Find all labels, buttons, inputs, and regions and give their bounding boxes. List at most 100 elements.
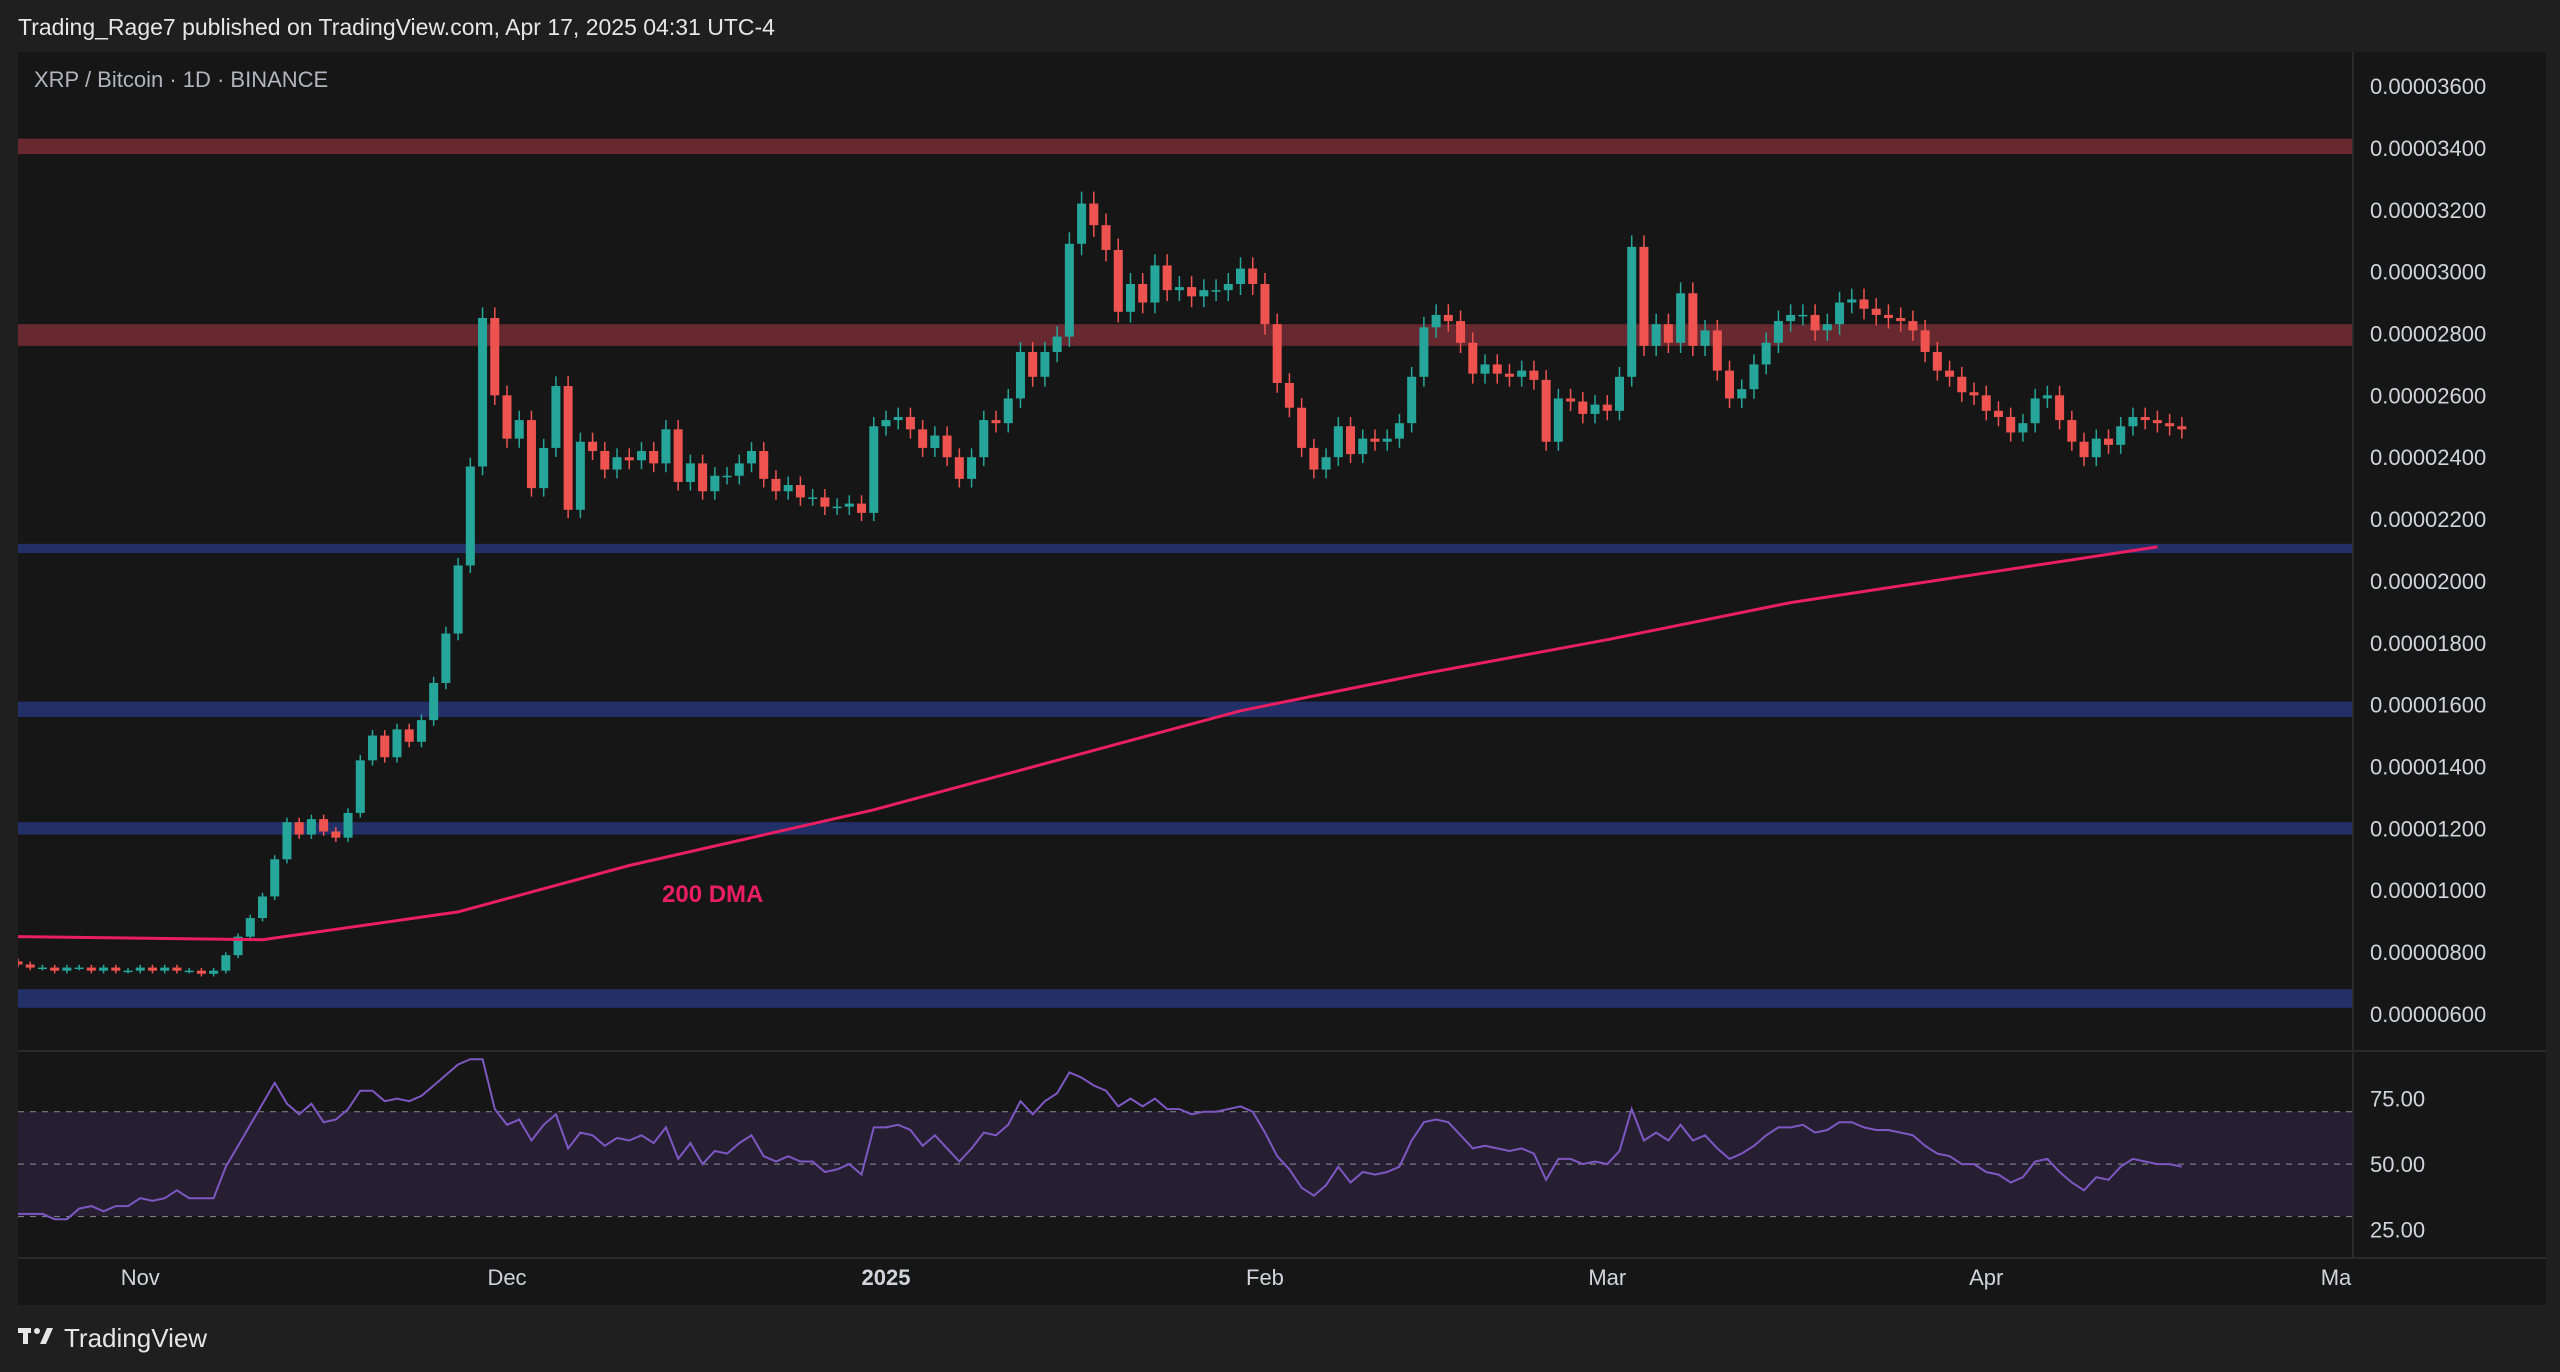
chart-frame[interactable]: 0.00003600 0.00003400 0.00003200 0.00003000…	[18, 52, 2546, 1305]
candle-body	[1040, 352, 1050, 377]
candle-body	[1749, 364, 1759, 390]
brand-label[interactable]: TradingView	[64, 1322, 208, 1353]
candle-body	[1602, 404, 1612, 411]
candle-body	[1284, 382, 1294, 408]
candle-body	[539, 447, 549, 489]
candle-body	[380, 735, 390, 758]
date-tick-label: Ma	[2321, 1265, 2352, 1290]
candle-body	[771, 478, 781, 492]
candle-body	[1688, 293, 1698, 346]
footer: TradingView	[18, 1318, 207, 1358]
chart-svg[interactable]: 0.00003600 0.00003400 0.00003200 0.00003000…	[18, 52, 2546, 1305]
candle-body	[1773, 321, 1783, 343]
candle-body	[2079, 441, 2089, 458]
candle-body	[954, 457, 964, 479]
candle-body	[1663, 324, 1673, 343]
candle-body	[636, 451, 646, 461]
candle-body	[1125, 283, 1135, 312]
axis-layer: 0.00003600 0.00003400 0.00003200 0.00003000…	[121, 74, 2487, 1290]
candle-body	[319, 819, 329, 832]
tradingview-logo-icon[interactable]	[18, 1323, 54, 1354]
candle-body	[1847, 299, 1857, 303]
candle-body	[1822, 324, 1832, 331]
candle-body	[1492, 364, 1502, 374]
candle-body	[1211, 290, 1221, 292]
candle-body	[2116, 426, 2126, 445]
candle-body	[135, 967, 145, 971]
candle-body	[869, 426, 879, 513]
candle-body	[245, 918, 255, 937]
candle-body	[37, 967, 47, 970]
candle-body	[1859, 299, 1869, 309]
candle-body	[1187, 287, 1197, 297]
candle-body	[1468, 342, 1478, 374]
candle-body	[1725, 370, 1735, 399]
candle-body	[368, 735, 378, 761]
candle-body	[1517, 370, 1527, 377]
candle-body	[1969, 392, 1979, 396]
candle-body	[551, 386, 561, 448]
price-tick-label: 0.00003600	[2370, 74, 2486, 99]
candle-body	[905, 416, 915, 430]
candle-body	[563, 386, 573, 510]
candle-body	[1639, 246, 1649, 346]
candle-body	[526, 420, 536, 489]
candle-body	[1896, 318, 1906, 322]
support-zone-4	[18, 822, 2353, 835]
candle-body	[1614, 376, 1624, 411]
candle-body	[710, 475, 720, 492]
candle-body	[1248, 268, 1258, 284]
date-tick-label: Mar	[1588, 1265, 1626, 1290]
rsi-tick-label: 25.00	[2370, 1218, 2425, 1243]
candle-body	[25, 964, 35, 968]
candle-body	[783, 485, 793, 492]
rsi-tick-label: 75.00	[2370, 1087, 2425, 1112]
candle-body	[18, 961, 23, 965]
candle-body	[857, 503, 867, 513]
candle-body	[588, 441, 598, 452]
date-tick-label: Dec	[487, 1265, 526, 1290]
zones-layer	[18, 138, 2353, 1008]
candle-body	[1223, 283, 1233, 291]
candle-body	[1578, 401, 1588, 414]
candle-body	[1199, 290, 1209, 297]
candle-body	[441, 633, 451, 684]
ma-layer	[18, 545, 2158, 942]
candle-body	[1835, 302, 1845, 325]
candle-body	[74, 967, 84, 970]
candle-body	[808, 497, 818, 499]
candle-body	[465, 466, 475, 566]
rsi-tick-label: 50.00	[2370, 1152, 2425, 1177]
price-tick-label: 0.00003400	[2370, 136, 2486, 161]
candle-body	[1871, 308, 1881, 315]
date-tick-label: Apr	[1969, 1265, 2003, 1290]
candle-body	[1346, 426, 1356, 455]
candle-body	[147, 967, 157, 971]
rsi-line	[18, 1058, 2183, 1221]
publisher-line: Trading_Rage7 published on TradingView.c…	[18, 14, 775, 40]
candle-body	[930, 435, 940, 448]
candle-body	[453, 565, 463, 634]
symbol-title: XRP / Bitcoin · 1D · BINANCE	[34, 67, 328, 92]
resistance-zone-1	[18, 324, 2353, 346]
candle-body	[673, 429, 683, 482]
price-tick-label: 0.00002000	[2370, 569, 2486, 594]
candle-body	[123, 970, 133, 973]
candle-body	[1700, 330, 1710, 346]
price-tick-label: 0.00000600	[2370, 1002, 2486, 1027]
grid-layer	[18, 52, 2546, 1259]
candle-body	[1993, 410, 2003, 417]
candle-body	[991, 420, 1001, 424]
candle-body	[2091, 438, 2101, 458]
candle-body	[478, 318, 488, 467]
candle-body	[1321, 457, 1331, 470]
candle-body	[111, 967, 121, 971]
candle-body	[62, 967, 72, 971]
candle-body	[1504, 373, 1514, 377]
candle-body	[795, 485, 805, 498]
candle-body	[270, 859, 280, 897]
candle-body	[1627, 246, 1637, 377]
candle-body	[1015, 352, 1025, 399]
candle-body	[50, 967, 60, 971]
candle-body	[893, 416, 903, 421]
